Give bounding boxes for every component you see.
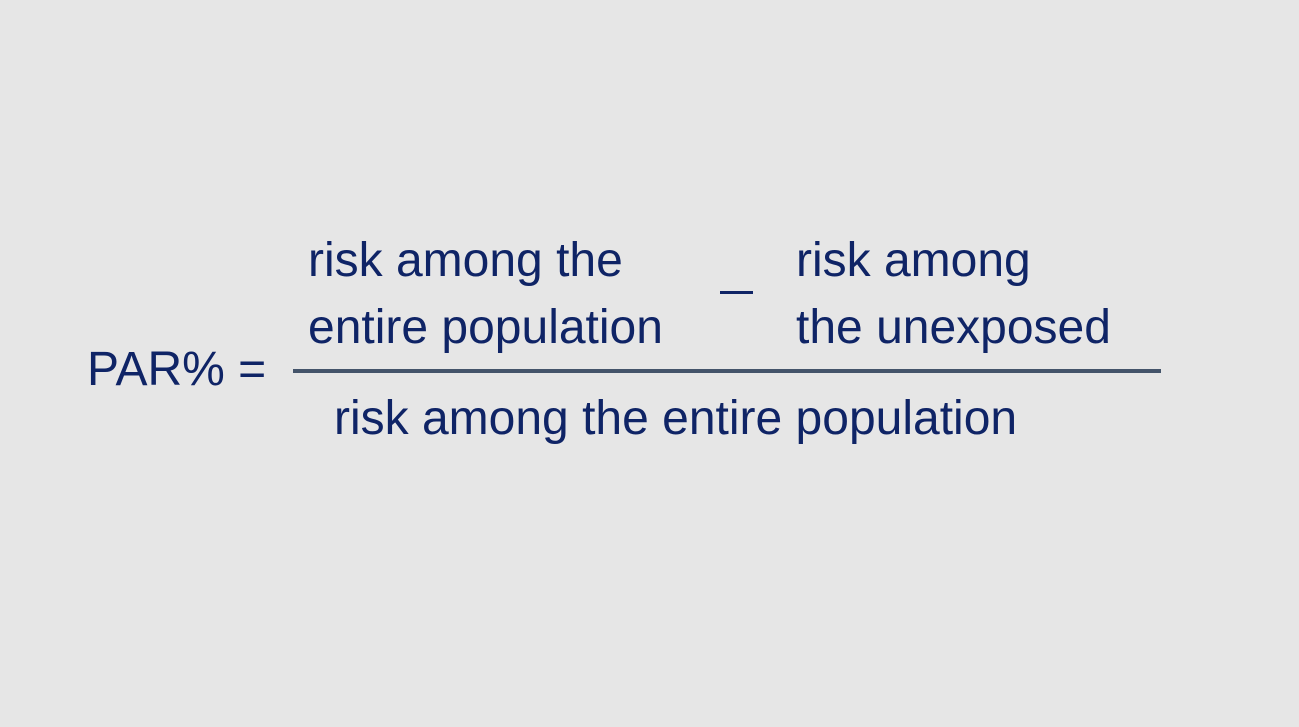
- numerator-term-a-line2: entire population: [308, 301, 663, 354]
- fraction-bar: [293, 369, 1161, 373]
- minus-operator: [720, 291, 753, 294]
- numerator-term-a-line1: risk among the: [308, 234, 623, 287]
- numerator-term-b-line1: risk among: [796, 234, 1031, 287]
- denominator: risk among the entire population: [334, 392, 1018, 445]
- numerator-term-b-line2: the unexposed: [796, 301, 1111, 354]
- formula-lhs: PAR% =: [87, 343, 267, 396]
